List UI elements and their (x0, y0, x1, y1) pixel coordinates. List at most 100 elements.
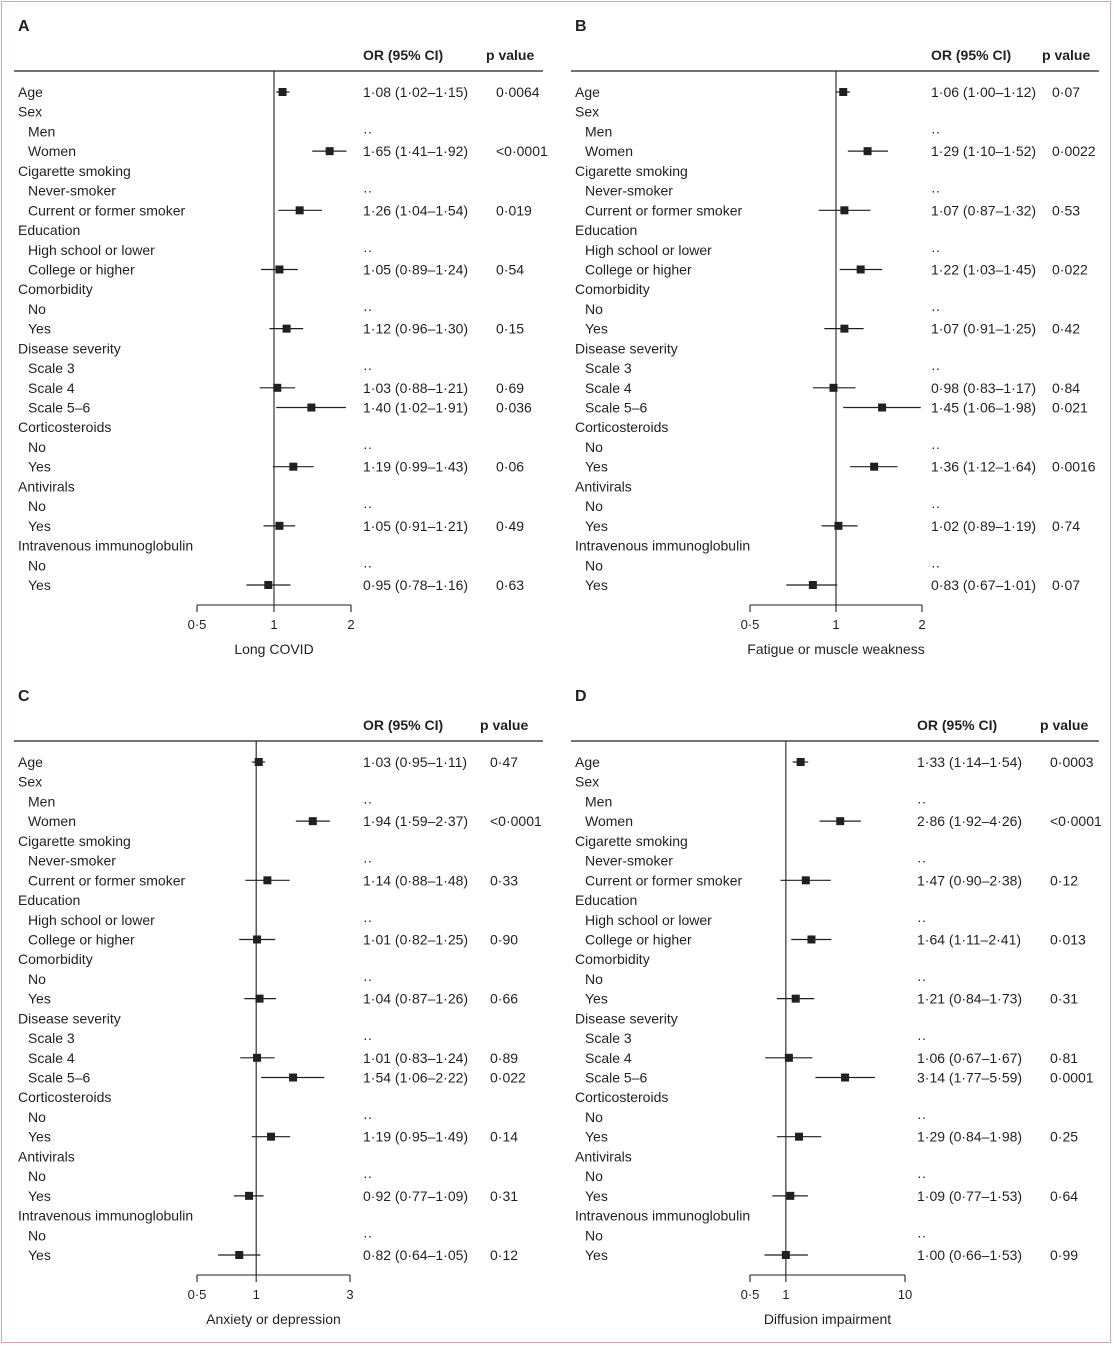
or-ci-value: 1·54 (1·06–2·22) (363, 1070, 468, 1086)
p-value: 0·89 (490, 1050, 518, 1066)
or-ci-value: 1·36 (1·12–1·64) (931, 459, 1036, 475)
p-value: 0·14 (490, 1129, 518, 1145)
row-label: No (28, 1109, 46, 1125)
point-estimate (325, 147, 334, 156)
or-ci-value: 1·06 (0·67–1·67) (917, 1050, 1022, 1066)
row-label: Intravenous immunoglobulin (18, 1208, 193, 1224)
x-tick-label: 0·5 (188, 617, 207, 632)
row-label: Yes (585, 577, 608, 593)
row-label: Scale 5–6 (585, 400, 647, 416)
reference-category-marker: ·· (363, 793, 372, 809)
or-ci-value: 1·01 (0·83–1·24) (363, 1050, 468, 1066)
p-value: 0·0064 (496, 84, 540, 100)
or-ci-value: 1·00 (0·66–1·53) (917, 1247, 1022, 1263)
point-estimate (254, 758, 263, 766)
p-value: 0·66 (490, 991, 518, 1007)
p-value: 0·53 (1052, 202, 1080, 218)
reference-category-marker: ·· (917, 1109, 926, 1125)
row-label: Corticosteroids (575, 419, 668, 435)
row-label: Yes (28, 577, 51, 593)
x-tick-label: 0·5 (188, 1287, 207, 1302)
row-label: Scale 4 (28, 1050, 75, 1066)
row-label: Current or former smoker (585, 202, 742, 218)
or-ci-value: 0·82 (0·64–1·05) (363, 1247, 468, 1263)
row-label: College or higher (585, 261, 692, 277)
p-value: 0·07 (1052, 84, 1080, 100)
row-label: Yes (28, 1129, 51, 1145)
reference-category-marker: ·· (363, 853, 372, 869)
row-label: College or higher (28, 931, 135, 947)
p-value: 0·022 (490, 1070, 526, 1086)
row-label: Sex (575, 104, 599, 120)
row-label: Women (28, 143, 76, 159)
reference-category-marker: ·· (931, 301, 940, 317)
reference-category-marker: ·· (363, 242, 372, 258)
row-label: High school or lower (585, 912, 712, 928)
point-estimate (289, 462, 298, 471)
point-estimate (796, 758, 805, 766)
row-label: Education (575, 892, 637, 908)
row-label: Comorbidity (575, 951, 650, 967)
row-label: Scale 4 (585, 380, 632, 396)
row-label: Sex (18, 104, 42, 120)
row-label: Men (585, 123, 612, 139)
or-ci-value: 0·98 (0·83–1·17) (931, 380, 1036, 396)
point-estimate (878, 403, 887, 412)
reference-category-marker: ·· (931, 439, 940, 455)
point-estimate (308, 817, 317, 826)
row-label: Scale 3 (28, 1030, 75, 1046)
row-label: Disease severity (18, 340, 121, 356)
row-label: No (28, 498, 46, 514)
row-label: Scale 4 (28, 380, 75, 396)
p-value: <0·0001 (490, 813, 542, 829)
row-label: No (585, 1109, 603, 1125)
row-label: Scale 5–6 (28, 1070, 90, 1086)
p-value: 0·013 (1050, 931, 1086, 947)
panel-c-letter: C (18, 688, 30, 705)
p-value: 0·64 (1050, 1188, 1078, 1204)
p-value: 0·0016 (1052, 459, 1096, 475)
x-axis-label: Long COVID (234, 641, 313, 657)
x-axis-label: Fatigue or muscle weakness (747, 641, 924, 657)
reference-category-marker: ·· (917, 1227, 926, 1243)
row-label: Scale 3 (28, 360, 75, 376)
reference-category-marker: ·· (917, 1168, 926, 1184)
row-label: High school or lower (585, 242, 712, 258)
row-label: High school or lower (28, 242, 155, 258)
or-ci-value: 0·92 (0·77–1·09) (363, 1188, 468, 1204)
or-column-header: OR (95% CI) (363, 717, 443, 733)
reference-category-marker: ·· (363, 360, 372, 376)
reference-category-marker: ·· (363, 557, 372, 573)
reference-category-marker: ·· (363, 1227, 372, 1243)
panel-a: A OR (95% CI) p value Age 1·08 (1·02–1·15) 0·… (14, 18, 548, 657)
row-label: Women (585, 813, 633, 829)
or-ci-value: 1·05 (0·89–1·24) (363, 261, 468, 277)
row-label: Antivirals (18, 478, 75, 494)
x-tick-label: 0·5 (741, 617, 760, 632)
p-value-column-header: p value (1040, 717, 1088, 733)
point-estimate (801, 876, 810, 885)
reference-category-marker: ·· (931, 498, 940, 514)
p-value: 0·25 (1050, 1129, 1078, 1145)
row-label: Age (18, 754, 43, 770)
point-estimate (870, 462, 879, 471)
row-label: Corticosteroids (18, 1089, 111, 1105)
row-label: Cigarette smoking (18, 833, 131, 849)
or-ci-value: 1·04 (0·87–1·26) (363, 991, 468, 1007)
row-label: Cigarette smoking (575, 833, 688, 849)
p-value: 0·33 (490, 872, 518, 888)
row-label: Current or former smoker (585, 872, 742, 888)
reference-category-marker: ·· (363, 1168, 372, 1184)
panel-c: C OR (95% CI) p value Age 1·03 (0·95–1·11) 0·… (14, 688, 543, 1327)
point-estimate (253, 935, 262, 944)
point-estimate (840, 206, 849, 215)
p-value: 0·036 (496, 400, 532, 416)
point-estimate (273, 383, 282, 392)
reference-category-marker: ·· (931, 183, 940, 199)
point-estimate (275, 521, 284, 530)
reference-category-marker: ·· (363, 183, 372, 199)
row-label: Yes (28, 321, 51, 337)
reference-category-marker: ·· (363, 1030, 372, 1046)
p-value: 0·06 (496, 459, 524, 475)
row-label: Men (585, 793, 612, 809)
